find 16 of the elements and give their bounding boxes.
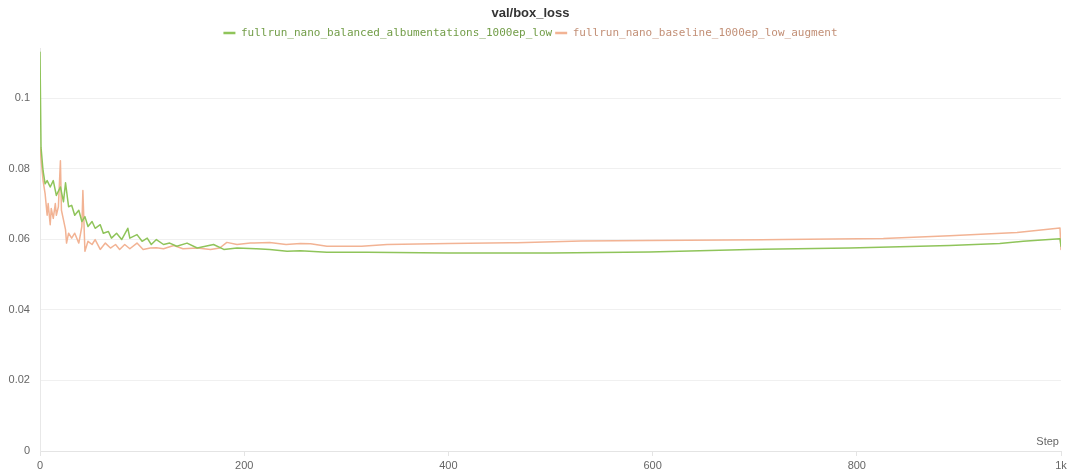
x-tick-label: 0 (36, 458, 44, 471)
y-tick-label: 0.02 (8, 373, 30, 386)
y-tick-label: 0.06 (8, 232, 30, 245)
y-tick-label: 0 (23, 444, 30, 457)
y-tick-label: 0.1 (14, 91, 30, 104)
x-tick-label: 1k (1055, 458, 1068, 471)
x-tick-label: 800 (847, 458, 866, 471)
y-tick-label: 0.04 (8, 302, 30, 315)
x-tick-label: 400 (439, 458, 458, 471)
legend-label: fullrun_nano_baseline_1000ep_low_augment (572, 25, 838, 39)
x-axis-title: Step (1036, 434, 1059, 447)
x-tick-label: 200 (235, 458, 254, 471)
x-tick-label: 600 (643, 458, 662, 471)
chart-title: val/box_loss (491, 5, 570, 21)
y-tick-label: 0.08 (8, 161, 30, 174)
legend-label: fullrun_nano_balanced_albumentations_1000ep_low (240, 25, 553, 39)
